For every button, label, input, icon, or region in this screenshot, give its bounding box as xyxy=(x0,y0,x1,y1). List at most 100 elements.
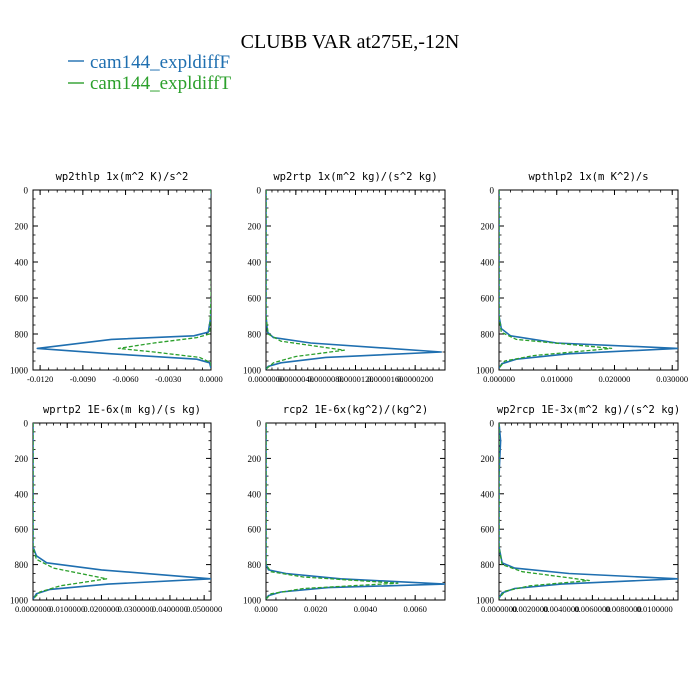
ytick-label-3-4: 800 xyxy=(15,560,29,570)
panel-frame-0 xyxy=(32,189,212,371)
xtick-label-0-0: -0.0120 xyxy=(27,374,53,384)
series-line-5-1 xyxy=(499,423,590,599)
xtick-label-4-3: 0.0060 xyxy=(403,604,426,614)
ytick-label-0-2: 400 xyxy=(15,258,29,268)
ytick-label-1-4: 800 xyxy=(248,330,262,340)
ytick-label-5-3: 600 xyxy=(481,525,495,535)
panel-3: wprtp2 1E-6x(m kg)/(s kg) 0 200 400 600 800 10… xyxy=(10,404,222,614)
ytick-label-2-5: 1000 xyxy=(476,366,495,376)
ytick-label-0-3: 600 xyxy=(15,294,29,304)
panel-title-4: rcp2 1E-6x(kg^2)/(kg^2) xyxy=(283,404,428,416)
ytick-label-4-5: 1000 xyxy=(243,596,262,606)
ytick-label-4-2: 400 xyxy=(248,489,262,499)
xtick-label-0-1: -0.0090 xyxy=(70,374,96,384)
panel-4: rcp2 1E-6x(kg^2)/(kg^2) 0 200 400 600 800 1000… xyxy=(243,404,446,614)
series-line-5-0 xyxy=(499,423,678,599)
ytick-label-0-5: 1000 xyxy=(10,366,29,376)
xtick-label-0-3: -0.0030 xyxy=(155,374,181,384)
panel-title-5: wp2rcp 1E-3x(m^2 kg)/(s^2 kg) xyxy=(497,404,680,416)
series-line-2-0 xyxy=(499,190,678,369)
xtick-label-0-4: 0.0000 xyxy=(199,374,222,384)
legend: cam144_expldiffF cam144_expldiffT xyxy=(68,52,231,94)
panel-title-2: wpthlp2 1x(m K^2)/s xyxy=(528,171,648,183)
xtick-label-3-1: 0.0100000 xyxy=(49,604,85,614)
series-line-0-1 xyxy=(117,190,211,369)
ytick-label-4-1: 200 xyxy=(248,454,262,464)
panel-title-1: wp2rtp 1x(m^2 kg)/(s^2 kg) xyxy=(273,171,437,183)
xtick-label-5-1: 0.0020000 xyxy=(512,604,548,614)
ytick-label-3-2: 400 xyxy=(15,489,29,499)
xtick-label-1-2: 0.0000080 xyxy=(308,374,344,384)
ytick-label-1-3: 600 xyxy=(248,294,262,304)
ytick-label-4-3: 600 xyxy=(248,525,262,535)
ytick-label-1-5: 1000 xyxy=(243,366,262,376)
ytick-label-2-1: 200 xyxy=(481,222,495,232)
ytick-label-0-1: 200 xyxy=(15,222,29,232)
panel-title-3: wprtp2 1E-6x(m kg)/(s kg) xyxy=(43,404,201,416)
ytick-label-2-3: 600 xyxy=(481,294,495,304)
ytick-label-3-1: 200 xyxy=(15,454,29,464)
series-line-1-1 xyxy=(266,190,345,370)
legend-label-0: cam144_expldiffF xyxy=(90,52,230,73)
ytick-label-3-5: 1000 xyxy=(10,596,29,606)
xtick-label-2-1: 0.010000 xyxy=(541,374,573,384)
xtick-label-4-2: 0.0040 xyxy=(354,604,377,614)
panel-5: wp2rcp 1E-3x(m^2 kg)/(s^2 kg)0 200 400 600 8… xyxy=(476,404,680,614)
panel-frame-3 xyxy=(32,422,212,601)
xtick-label-4-0: 0.0000 xyxy=(254,604,277,614)
xtick-label-1-4: 0.0000160 xyxy=(367,374,403,384)
xtick-label-3-0: 0.0000000 xyxy=(15,604,51,614)
xtick-label-3-4: 0.0400000 xyxy=(152,604,188,614)
xtick-label-2-0: 0.000000 xyxy=(483,374,515,384)
ytick-label-4-4: 800 xyxy=(248,560,262,570)
xtick-label-3-2: 0.0200000 xyxy=(83,604,119,614)
figure-title: CLUBB VAR at275E,-12N xyxy=(241,31,460,53)
xtick-label-5-0: 0.0000000 xyxy=(481,604,517,614)
ytick-label-5-2: 400 xyxy=(481,489,495,499)
panel-1: wp2rtp 1x(m^2 kg)/(s^2 kg) 0 200 400 600 800 1… xyxy=(243,171,446,384)
ytick-label-4-0: 0 xyxy=(257,419,262,429)
xtick-label-0-2: -0.0060 xyxy=(112,374,138,384)
series-line-2-1 xyxy=(499,190,613,369)
panel-0: wp2thlp 1x(m^2 K)/s^202004006008001000-0… xyxy=(10,171,223,384)
panel-2: wpthlp2 1x(m K^2)/s 0 200 400 600 800 10000.00… xyxy=(476,171,688,384)
series-line-4-1 xyxy=(266,423,399,600)
panels: wp2thlp 1x(m^2 K)/s^202004006008001000-0… xyxy=(10,171,688,614)
series-line-3-1 xyxy=(33,423,108,600)
xtick-label-1-1: 0.0000040 xyxy=(278,374,314,384)
xtick-label-4-1: 0.0020 xyxy=(304,604,327,614)
panel-frame-5 xyxy=(498,422,679,601)
xtick-label-5-5: 0.0100000 xyxy=(637,604,673,614)
ytick-label-2-2: 400 xyxy=(481,258,495,268)
series-line-0-0 xyxy=(36,190,211,369)
ytick-label-5-1: 200 xyxy=(481,454,495,464)
ytick-label-3-3: 600 xyxy=(15,525,29,535)
legend-label-1: cam144_expldiffT xyxy=(90,73,231,94)
panel-title-0: wp2thlp 1x(m^2 K)/s^2 xyxy=(56,171,189,183)
panel-frame-2 xyxy=(498,189,679,371)
ytick-label-5-5: 1000 xyxy=(476,596,495,606)
ytick-label-1-1: 200 xyxy=(248,222,262,232)
xtick-label-1-3: 0.0000120 xyxy=(337,374,373,384)
xtick-label-5-2: 0.0040000 xyxy=(543,604,579,614)
ytick-label-5-0: 0 xyxy=(490,419,495,429)
ytick-label-1-2: 400 xyxy=(248,258,262,268)
xtick-label-3-3: 0.0300000 xyxy=(118,604,154,614)
series-line-3-0 xyxy=(33,423,211,600)
xtick-label-2-3: 0.030000 xyxy=(656,374,688,384)
xtick-label-5-3: 0.0060000 xyxy=(574,604,610,614)
ytick-label-1-0: 0 xyxy=(257,186,262,196)
ytick-label-3-0: 0 xyxy=(24,419,29,429)
xtick-label-5-4: 0.0080000 xyxy=(605,604,641,614)
xtick-label-1-5: 0.0000200 xyxy=(397,374,433,384)
series-line-4-0 xyxy=(266,423,445,600)
xtick-label-3-5: 0.0500000 xyxy=(186,604,222,614)
ytick-label-5-4: 800 xyxy=(481,560,495,570)
ytick-label-2-4: 800 xyxy=(481,330,495,340)
ytick-label-0-0: 0 xyxy=(24,186,29,196)
xtick-label-1-0: 0.0000000 xyxy=(248,374,284,384)
ytick-label-0-4: 800 xyxy=(15,330,29,340)
xtick-label-2-2: 0.020000 xyxy=(599,374,631,384)
ytick-label-2-0: 0 xyxy=(490,186,495,196)
